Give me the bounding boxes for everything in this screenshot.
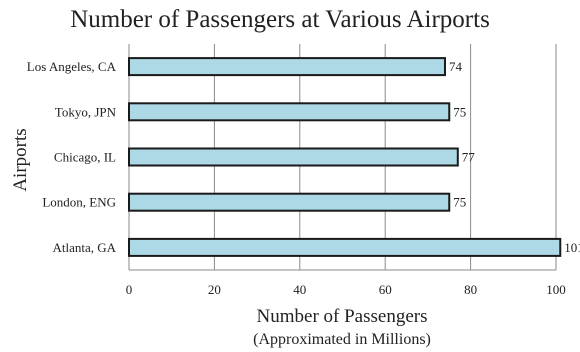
bar xyxy=(128,237,562,257)
bars xyxy=(128,57,562,257)
data-label: 101 xyxy=(564,240,580,255)
bar xyxy=(128,102,451,122)
x-tick-label: 80 xyxy=(464,282,477,297)
x-tick-label: 20 xyxy=(208,282,221,297)
data-label: 75 xyxy=(453,104,466,119)
data-labels: 74 75 77 75 101 xyxy=(449,59,580,255)
x-tick-label: 40 xyxy=(293,282,306,297)
chart-title: Number of Passengers at Various Airports xyxy=(70,6,490,33)
bar xyxy=(128,192,451,212)
data-label: 75 xyxy=(453,195,466,210)
category-label: Atlanta, GA xyxy=(52,240,116,255)
bar xyxy=(128,57,446,77)
category-label: London, ENG xyxy=(42,195,116,210)
category-label: Los Angeles, CA xyxy=(27,59,117,74)
data-label: 74 xyxy=(449,59,463,74)
data-label: 77 xyxy=(462,150,476,165)
x-tick-label: 60 xyxy=(379,282,392,297)
category-labels: Los Angeles, CA Tokyo, JPN Chicago, IL Lond… xyxy=(27,59,117,255)
x-axis-sublabel-text: (Approximated in Millions) xyxy=(253,331,431,348)
category-label: Tokyo, JPN xyxy=(55,104,117,119)
x-tick-labels: 0 20 40 60 80 100 xyxy=(126,282,566,297)
x-tick-label: 100 xyxy=(546,282,566,297)
bar xyxy=(128,147,459,167)
category-label: Chicago, IL xyxy=(54,150,116,165)
x-axis-label-text: Number of Passengers xyxy=(256,306,428,327)
x-tick-label: 0 xyxy=(126,282,133,297)
